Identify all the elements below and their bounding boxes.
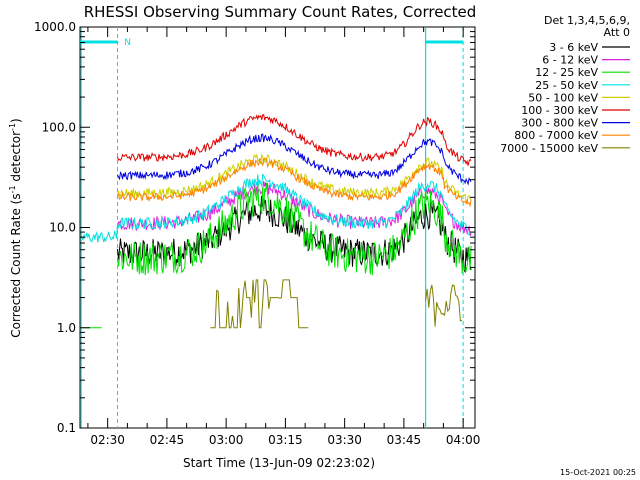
x-tick-label: 02:45 xyxy=(150,433,185,447)
y-axis: 0.1 1.0 10.0 100.0 1000.0 xyxy=(34,20,475,435)
plot-frame xyxy=(79,26,476,429)
x-tick-label: 02:30 xyxy=(90,433,125,447)
series-line-1 xyxy=(117,195,472,274)
series-line-3 xyxy=(117,182,472,276)
legend-entry-label: 25 - 50 keV xyxy=(535,79,598,92)
y-axis-label: Corrected Count Rate (s-1 detector-1) xyxy=(8,118,23,337)
y-tick-label: 1000.0 xyxy=(34,20,76,34)
legend-header-line1: Det 1,3,4,5,6,9, xyxy=(544,14,630,27)
y-tick-label: 10.0 xyxy=(49,221,76,235)
legend-entry-label: 50 - 100 keV xyxy=(528,91,598,104)
chart-title: RHESSI Observing Summary Count Rates, Co… xyxy=(84,3,477,21)
x-tick-label: 03:30 xyxy=(327,433,362,447)
series-line-4 xyxy=(79,173,472,243)
series-line-6 xyxy=(117,113,472,166)
x-axis: 02:30 02:45 03:00 03:15 03:30 03:45 04:00 xyxy=(87,27,481,447)
legend-entry-label: 3 - 6 keV xyxy=(549,41,598,54)
legend-entry-label: 12 - 25 keV xyxy=(535,66,598,79)
series-line-9 xyxy=(210,279,309,329)
x-tick-label: 03:15 xyxy=(268,433,303,447)
x-tick-label: 03:45 xyxy=(387,433,422,447)
legend-header-line2: Att 0 xyxy=(604,26,630,39)
series-line-7 xyxy=(117,133,472,186)
x-axis-label: Start Time (13-Jun-09 02:23:02) xyxy=(183,456,375,470)
legend-entry-label: 6 - 12 keV xyxy=(542,54,598,67)
legend-entry-label: 800 - 7000 keV xyxy=(514,129,598,142)
plot-area: N xyxy=(79,26,476,429)
series-line-9-late xyxy=(425,284,463,327)
x-tick-label: 04:00 xyxy=(446,433,481,447)
footer-date: 15-Oct-2021 00:25 xyxy=(560,468,636,477)
y-tick-label: 0.1 xyxy=(57,421,76,435)
legend-entry-label: 300 - 800 keV xyxy=(521,117,598,130)
y-tick-label: 1.0 xyxy=(57,321,76,335)
night-marker-label: N xyxy=(124,38,131,48)
x-tick-label: 03:00 xyxy=(209,433,244,447)
y-tick-label: 100.0 xyxy=(42,120,76,134)
legend-entry-label: 100 - 300 keV xyxy=(521,104,598,117)
series-line-8 xyxy=(117,157,472,208)
legend-entry-label: 7000 - 15000 keV xyxy=(500,142,598,155)
